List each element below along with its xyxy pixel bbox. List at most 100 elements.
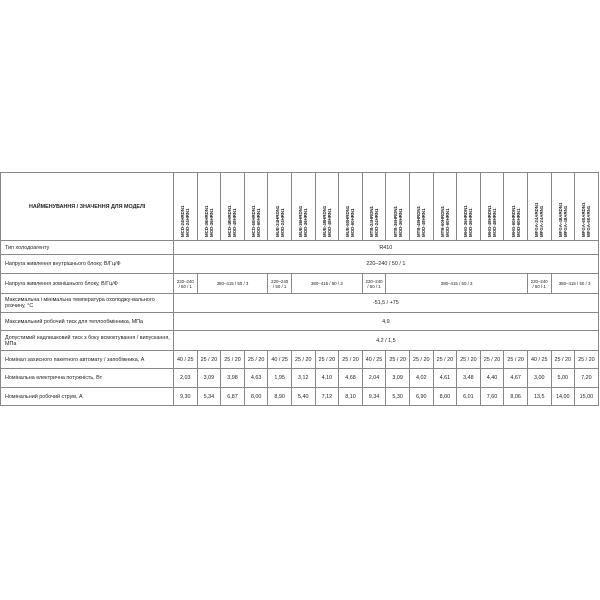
model-name: MUE-36HRDN1 MOD-36HRN1 xyxy=(298,177,308,236)
cell-value: 6,01 xyxy=(456,387,481,406)
cell-value: 25 / 20 xyxy=(479,350,505,369)
model-name: MFGA-48ARDN1 MFGA-48ARN1 xyxy=(558,177,568,237)
row-temperature: Максимальна і мінімальна температура охо… xyxy=(0,293,599,313)
row-value: 380–415 / 50 / 3 xyxy=(550,273,599,294)
model-header: MTB-60HRDN1 MOD-60HRN1 xyxy=(432,172,458,241)
cell-value: 40 / 25 xyxy=(361,350,387,369)
row-current: Номінальний робочий струм, А 9,30 5,34 6,8… xyxy=(0,387,599,406)
outdoor-model: MOD-60HRN1 xyxy=(515,207,521,237)
cell-value: 4,63 xyxy=(243,368,269,388)
outdoor-model: MOD-60HRN1 xyxy=(350,207,356,237)
model-header: MHG-36HRDN1 MOD-36HRN1 xyxy=(456,172,481,241)
cell-value: 25 / 20 xyxy=(432,350,458,369)
row-label: Напруга живлення внутрішнього блоку, В/Г… xyxy=(0,254,174,274)
cell-value: 7,20 xyxy=(574,368,599,388)
row-label: Допустимий надлишковий тиск з боку всмок… xyxy=(0,330,174,351)
cell-value: 25 / 20 xyxy=(503,350,528,369)
cell-value: 25 / 20 xyxy=(196,350,222,369)
outdoor-model: MOD-48HRN1 xyxy=(421,207,427,237)
cell-value: 25 / 20 xyxy=(243,350,269,369)
row-label: Максимальна і мінімальна температура охо… xyxy=(0,293,174,313)
row-label: Напруга живлення зовнішнього блоку, В/Гц… xyxy=(0,273,174,294)
cell-value: 14,00 xyxy=(550,387,576,406)
cell-value: 7,12 xyxy=(314,387,340,406)
row-value: 380–415 / 50 / 3 xyxy=(385,273,528,294)
outdoor-model: MOD-36HRN1 xyxy=(208,207,214,237)
cell-value: 8,90 xyxy=(267,387,292,406)
row-value: 220–240 / 50 / 1 xyxy=(173,273,198,294)
model-header: MCD-36HRDN1 MOD-36HRN1 xyxy=(196,172,222,241)
cell-value: 4,67 xyxy=(503,368,528,388)
cell-value: 5,40 xyxy=(290,387,316,406)
row-value: -51,5 / +75 xyxy=(173,293,599,313)
row-fuse: Номінал захисного пакетного автомату / з… xyxy=(0,350,599,369)
model-name: MTB-60HRDN1 MOD-60HRN1 xyxy=(440,177,450,237)
cell-value: 40 / 25 xyxy=(173,350,198,369)
row-power: Номінальна електрична потужність, Вт 2,0… xyxy=(0,368,599,388)
indoor-model: MHG-60HRDN1 xyxy=(510,204,516,237)
cell-value: 1,95 xyxy=(267,368,292,388)
model-header: MUE-36HRDN1 MOD-36HRN1 xyxy=(290,172,316,241)
cell-value: 5,30 xyxy=(385,387,410,406)
cell-value: 5,34 xyxy=(196,387,222,406)
cell-value: 2,03 xyxy=(173,368,198,388)
cell-value: 25 / 20 xyxy=(385,350,410,369)
cell-value: 8,06 xyxy=(503,387,528,406)
cell-value: 15,00 xyxy=(574,387,599,406)
outdoor-model: MOD-36HRN1 xyxy=(397,207,403,237)
row-value: 220–240 / 50 / 1 xyxy=(173,254,599,274)
model-header: MTB-24HRDN1 MOD-24HRN1 xyxy=(361,172,387,241)
cell-value: 2,04 xyxy=(361,368,387,388)
cell-value: 25 / 20 xyxy=(574,350,599,369)
cell-value: 25 / 20 xyxy=(338,350,363,369)
model-header: MFGA-60ARDN1 MFGA-60ARN1 xyxy=(574,172,599,241)
cell-value: 4,02 xyxy=(408,368,434,388)
cell-value: 3,09 xyxy=(196,368,222,388)
model-header: MHG-60HRDN1 MOD-60HRN1 xyxy=(503,172,528,241)
outdoor-model: MOD-60HRN1 xyxy=(256,207,262,237)
cell-value: 9,30 xyxy=(173,387,198,406)
row-value: 4,9 xyxy=(173,312,599,331)
specifications-table: НАЙМЕНУВАННЯ / ЗНАЧЕННЯ ДЛЯ МОДЕЛІ MCD-2… xyxy=(0,172,599,406)
cell-value: 13,5 xyxy=(526,387,552,406)
model-name: MUE-60HRDN1 MOD-60HRN1 xyxy=(345,177,356,237)
model-name: MTB-48HRDN1 MOD-48HRN1 xyxy=(416,177,426,237)
outdoor-model: MFGA-24ARN1 xyxy=(539,205,545,237)
cell-value: 5,00 xyxy=(550,368,576,388)
cell-value: 8,00 xyxy=(432,387,458,406)
cell-value: 3,00 xyxy=(526,368,552,388)
model-header: MCD-48HRDN1 MOD-48HRN1 xyxy=(220,172,245,241)
model-name: MFGA-60ARDN1 MFGA-60ARN1 xyxy=(581,177,591,236)
row-value: 4,2 / 1,5 xyxy=(173,330,599,351)
outdoor-model: MOD-48HRN1 xyxy=(232,207,238,237)
cell-value: 4,40 xyxy=(479,368,505,388)
cell-value: 25 / 20 xyxy=(220,350,245,369)
outdoor-model: MFGA-48ARN1 xyxy=(562,205,568,237)
row-outdoor-power: Напруга живлення зовнішнього блоку, В/Гц… xyxy=(0,273,599,294)
outdoor-model: MOD-60HRN1 xyxy=(444,207,450,237)
cell-value: 4,61 xyxy=(432,368,458,388)
cell-value: 4,10 xyxy=(314,368,340,388)
row-value: 380–415 / 50 / 3 xyxy=(290,273,363,294)
row-refrigerant: Тип холодоагенту R410 xyxy=(0,240,599,255)
cell-value: 8,10 xyxy=(338,387,363,406)
model-header: MTB-36HRDN1 MOD-36HRN1 xyxy=(385,172,410,241)
cell-value: 40 / 25 xyxy=(526,350,552,369)
cell-value: 3,09 xyxy=(385,368,410,388)
model-header: MUE-60HRDN1 MOD-60HRN1 xyxy=(338,172,363,241)
cell-value: 3,12 xyxy=(290,368,316,388)
outdoor-model: MOD-48HRN1 xyxy=(492,207,498,237)
model-name: MFGA-24ARDN1 MFGA-24ARN1 xyxy=(534,177,545,237)
model-name: MHG-60HRDN1 MOD-60HRN1 xyxy=(511,177,521,237)
row-value: R410 xyxy=(173,240,599,255)
outdoor-model: MOD-48HRN1 xyxy=(326,207,332,237)
cell-value: 7,60 xyxy=(479,387,505,406)
model-name: MCD-36HRDN1 MOD-36HRN1 xyxy=(204,177,214,237)
cell-value: 25 / 20 xyxy=(550,350,576,369)
model-name: MCD-24HRDN1 MOD-24HRN1 xyxy=(180,177,190,236)
model-name: MCD-48HRDN1 MOD-48HRN1 xyxy=(227,177,238,237)
model-name: MUE-48HRDN1 MOD-48HRN1 xyxy=(322,177,332,237)
model-header: MTB-48HRDN1 MOD-48HRN1 xyxy=(408,172,434,241)
row-label: Номінальний робочий струм, А xyxy=(0,387,174,406)
cell-value: 25 / 20 xyxy=(408,350,434,369)
